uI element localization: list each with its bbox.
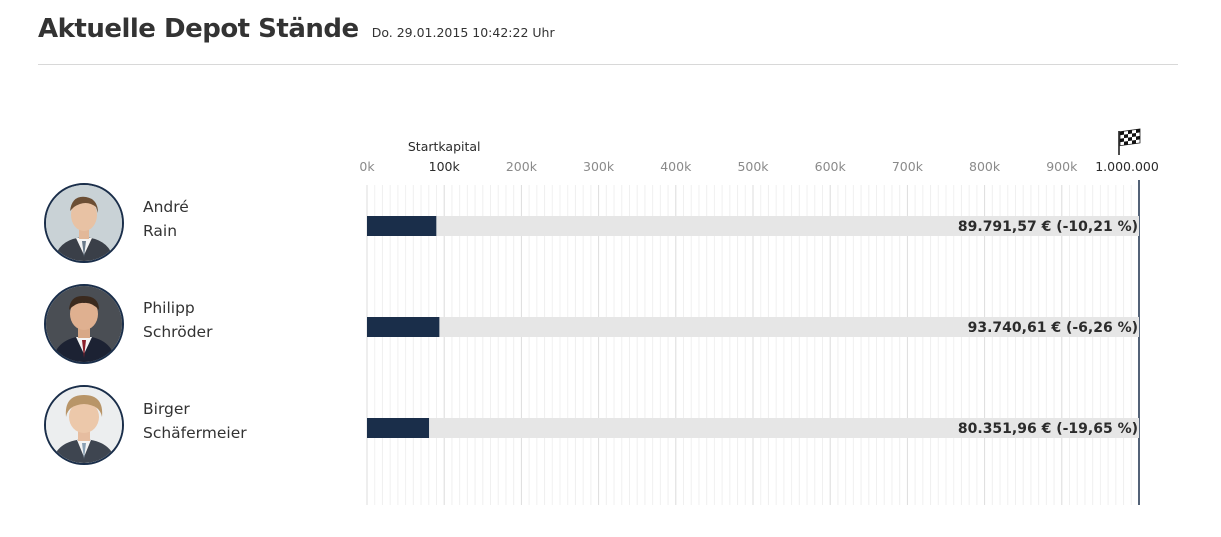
bar-fill <box>367 216 437 236</box>
bar-value-label: 89.791,57 € (-10,21 %) <box>958 219 1138 235</box>
tick-label: 100k <box>429 159 461 174</box>
tick-label: 300k <box>583 159 615 174</box>
last-name: Rain <box>143 222 178 240</box>
last-name: Schröder <box>143 323 213 341</box>
person-row: Philipp Schröder <box>44 284 374 368</box>
first-name: André <box>143 198 189 216</box>
avatar <box>44 284 124 364</box>
bar-value-label: 80.351,96 € (-19,65 %) <box>958 421 1138 437</box>
tick-label: 700k <box>892 159 924 174</box>
avatar <box>44 183 124 263</box>
header-divider <box>38 64 1178 65</box>
bar-fill <box>367 418 430 438</box>
bar-track <box>367 418 1139 438</box>
person-name: Birger Schäfermeier <box>143 397 247 445</box>
checkered-flag-icon <box>1118 128 1141 155</box>
bar-track <box>367 317 1139 337</box>
tick-label: 400k <box>660 159 692 174</box>
bar-fill <box>367 317 440 337</box>
person-name: Philipp Schröder <box>143 296 212 344</box>
start-capital-label: Startkapital <box>408 139 481 154</box>
page-header: Aktuelle Depot Stände Do. 29.01.2015 10:… <box>38 14 555 44</box>
timestamp: Do. 29.01.2015 10:42:22 Uhr <box>371 25 555 40</box>
bar-value-label: 93.740,61 € (-6,26 %) <box>968 320 1138 336</box>
avatar <box>44 385 124 465</box>
tick-label: 200k <box>506 159 538 174</box>
first-name: Birger <box>143 400 190 418</box>
tick-label: 0k <box>359 159 375 174</box>
tick-label: 1.000.000 <box>1095 159 1159 174</box>
person-name: André Rain <box>143 195 189 243</box>
tick-label: 800k <box>969 159 1001 174</box>
tick-label: 500k <box>737 159 769 174</box>
person-row: André Rain <box>44 183 374 267</box>
last-name: Schäfermeier <box>143 424 247 442</box>
page-title: Aktuelle Depot Stände <box>38 14 359 44</box>
person-row: Birger Schäfermeier <box>44 385 374 469</box>
tick-label: 600k <box>815 159 847 174</box>
bar-track <box>367 216 1139 236</box>
tick-label: 900k <box>1046 159 1078 174</box>
first-name: Philipp <box>143 299 195 317</box>
